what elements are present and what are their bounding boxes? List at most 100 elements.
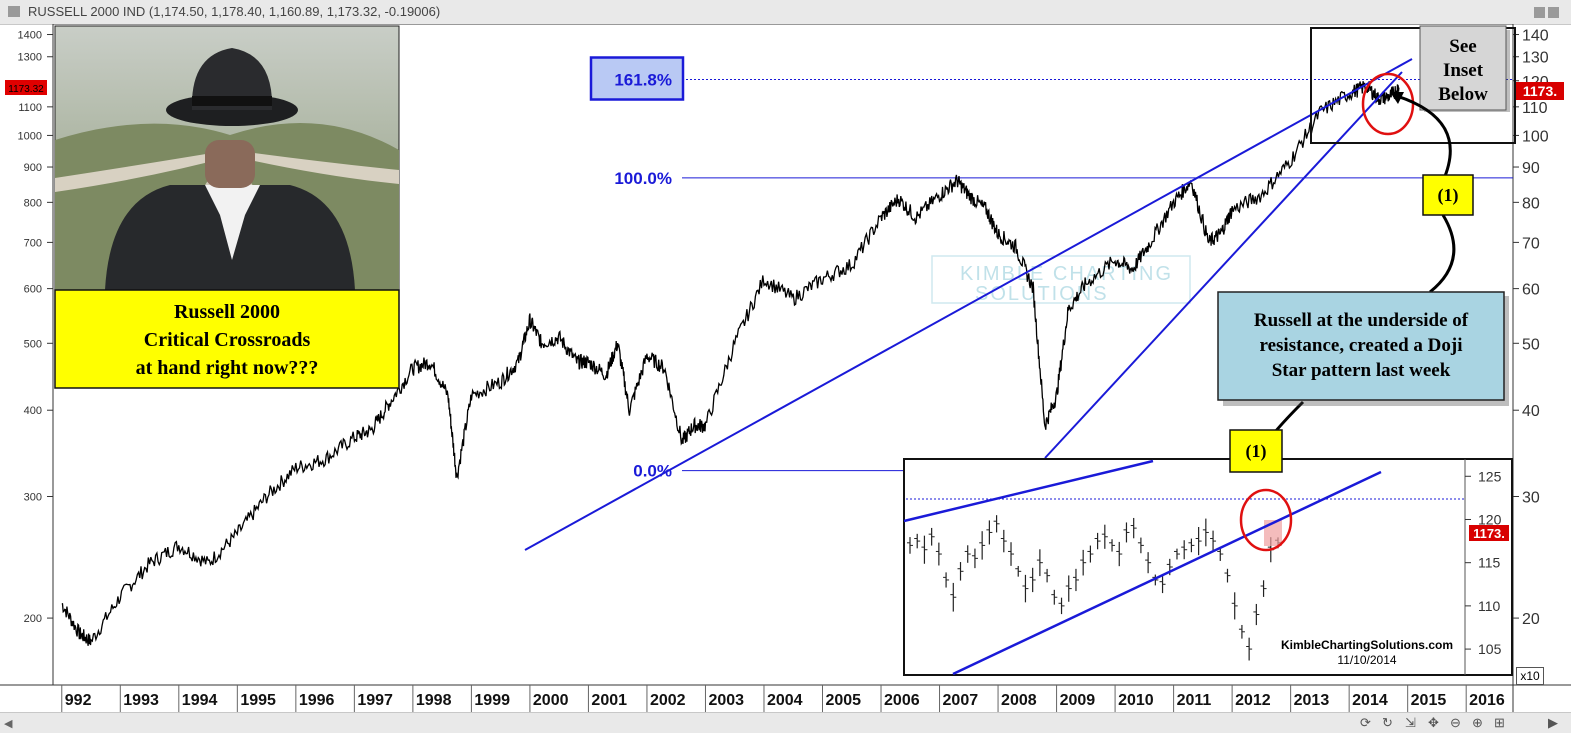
right-tick-label: 50 xyxy=(1522,336,1540,353)
x-tick-label: 2013 xyxy=(1294,692,1330,709)
left-axis: 1400 1300 1100 1000 900 800 700 600 500 400 300 200 xyxy=(18,30,53,625)
fib-label: 100.0% xyxy=(614,169,672,188)
x-tick-label: 2016 xyxy=(1469,692,1505,709)
x-tick-label: 2005 xyxy=(825,692,861,709)
inset-tick-label: 125 xyxy=(1478,468,1502,484)
zoom-out-icon[interactable]: ⊖ xyxy=(1450,715,1461,730)
x-tick-label: 2014 xyxy=(1352,692,1388,709)
pan-icon[interactable]: ✥ xyxy=(1428,715,1439,730)
close-icon[interactable] xyxy=(1548,7,1559,18)
right-tick-label: 70 xyxy=(1522,235,1540,252)
see-inset-box: See Inset Below xyxy=(1419,25,1510,112)
watermark-line-1: KIMBLE CHARTING xyxy=(960,263,1173,285)
right-tick-label: 30 xyxy=(1522,489,1540,506)
inset-last-value: 1173. xyxy=(1473,526,1505,541)
right-tick-label: 40 xyxy=(1522,403,1540,420)
left-tick-label: 700 xyxy=(24,237,42,249)
scale-toggle-button[interactable]: x10 xyxy=(1516,667,1544,685)
window-controls[interactable] xyxy=(1531,5,1561,18)
x-tick-label: 2004 xyxy=(767,692,803,709)
fib-box xyxy=(589,56,685,101)
chart: 1400130011001000900800700600500400300200… xyxy=(0,24,1571,712)
see-inset-line-3: Below xyxy=(1438,84,1488,105)
x-tick-label: 1999 xyxy=(474,692,510,709)
arrow-head-main xyxy=(1390,92,1404,104)
marker-1-top-label: (1) xyxy=(1438,185,1459,206)
caption-line-3: at hand right now??? xyxy=(136,357,319,379)
wedge-lower-line xyxy=(1044,71,1403,459)
x-tick-label: 2006 xyxy=(884,692,920,709)
restore-icon[interactable] xyxy=(1534,7,1545,18)
right-tick-label: 130 xyxy=(1522,50,1549,67)
x-tick-label: 1994 xyxy=(182,692,218,709)
inset-tick-label: 105 xyxy=(1478,641,1502,657)
scroll-left-icon[interactable]: ◀ xyxy=(4,718,13,730)
inset-tick-label: 110 xyxy=(1478,598,1501,614)
marker-1-bottom-label: (1) xyxy=(1246,441,1267,462)
last-value-left: 1173.32 xyxy=(8,84,44,95)
trend-lines xyxy=(524,58,1413,551)
x-tick-label: 2001 xyxy=(591,692,627,709)
note-line-2: resistance, created a Doji xyxy=(1260,335,1463,356)
inset-tick-label: 115 xyxy=(1478,555,1501,571)
inset-zoom-frame xyxy=(1310,27,1516,144)
doji-note-box: Russell at the underside of resistance, … xyxy=(1217,291,1509,406)
x-tick-label: 2002 xyxy=(650,692,686,709)
x-tick-label: 1997 xyxy=(357,692,393,709)
window-title: RUSSELL 2000 IND (1,174.50, 1,178.40, 1,… xyxy=(28,4,441,19)
fib-label: 161.8% xyxy=(614,71,672,90)
arrow-to-main xyxy=(1396,94,1452,182)
x-tick-label: 2008 xyxy=(1001,692,1037,709)
last-value-right: 1173. xyxy=(1523,83,1557,99)
left-tick-label: 500 xyxy=(24,338,42,350)
see-inset-line-1: See xyxy=(1449,36,1476,57)
left-tick-label: 800 xyxy=(24,197,42,209)
inset-chart: 125 120 115 110 105 1173. KimbleChartingSolu… xyxy=(903,458,1513,676)
right-tick-label: 80 xyxy=(1522,195,1540,212)
connector-note-top xyxy=(1429,214,1456,294)
chart-date: 11/10/2014 xyxy=(1337,653,1396,667)
x-tick-label: 1995 xyxy=(240,692,276,709)
inset-tick-label: 120 xyxy=(1478,511,1502,527)
x-tick-label: 1998 xyxy=(416,692,452,709)
fibonacci-levels: 161.8% 100.0% 0.0% xyxy=(589,56,1513,481)
left-tick-label: 400 xyxy=(24,405,42,417)
inset-last-badge xyxy=(1469,525,1509,541)
note-line-3: Star pattern last week xyxy=(1272,360,1451,381)
x-tick-label: 2009 xyxy=(1060,692,1096,709)
x-tick-label: 2007 xyxy=(943,692,979,709)
x-tick-label: 1993 xyxy=(123,692,159,709)
right-tick-label: 110 xyxy=(1522,100,1548,117)
x-tick-label: 1996 xyxy=(299,692,335,709)
right-tick-label: 20 xyxy=(1522,611,1540,628)
crossroads-photo xyxy=(54,25,400,291)
x-tick-label: 2000 xyxy=(533,692,569,709)
highlight-circle-inset xyxy=(1239,488,1293,552)
credit: KimbleChartingSolutions.com xyxy=(1281,638,1453,652)
fib-label: 0.0% xyxy=(633,462,672,481)
scroll-right-icon[interactable]: ▶ xyxy=(1548,715,1558,730)
zoom-in-icon[interactable]: ⊕ xyxy=(1472,715,1483,730)
marker-1-top: (1) xyxy=(1422,174,1474,216)
x-tick-label: 2011 xyxy=(1177,692,1212,709)
doji-highlight xyxy=(1264,520,1282,546)
left-tick-label: 900 xyxy=(24,162,42,174)
left-tick-label: 1300 xyxy=(18,52,42,64)
x-tick-label: 2015 xyxy=(1411,692,1447,709)
scale-icon[interactable]: ⊞ xyxy=(1494,715,1505,730)
caption-line-1: Russell 2000 xyxy=(174,301,280,323)
note-line-1: Russell at the underside of xyxy=(1254,310,1469,331)
bottom-toolbar: ◀ ⟳ ↻ ⇲ ✥ ⊖ ⊕ ⊞ ▶ xyxy=(0,712,1571,733)
left-tick-label: 1100 xyxy=(18,102,42,114)
x-tick-label: 2003 xyxy=(708,692,744,709)
last-value-right-badge xyxy=(1516,82,1564,100)
refresh-icon[interactable]: ⟳ xyxy=(1360,715,1371,730)
x-tick-label: 992 xyxy=(65,692,92,709)
last-value-left-badge xyxy=(5,80,47,95)
wedge-upper-line xyxy=(524,58,1413,551)
see-inset-line-2: Inset xyxy=(1443,60,1484,81)
left-tick-label: 600 xyxy=(24,284,42,296)
rotate-icon[interactable]: ↻ xyxy=(1382,715,1393,730)
inset-upper-line xyxy=(903,459,1154,523)
zoom-area-icon[interactable]: ⇲ xyxy=(1405,715,1416,730)
